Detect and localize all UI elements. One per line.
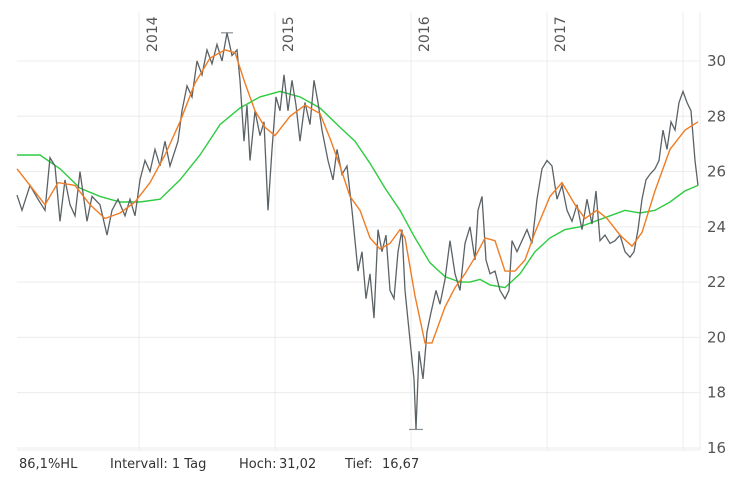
y-tick-label: 24: [707, 218, 726, 236]
high-label: Hoch:: [239, 457, 277, 472]
x-tick-label: 2017: [553, 16, 569, 52]
y-tick-label: 18: [707, 384, 726, 402]
y-tick-label: 28: [707, 107, 726, 125]
high-value: 31,02: [279, 457, 317, 472]
y-axis-labels: 16 18 20 22 24 26 28 30: [707, 52, 726, 455]
y-tick-label: 22: [707, 273, 726, 291]
grid-lines: [17, 12, 701, 451]
price-line: [16, 32, 699, 430]
x-axis-labels: 2014 2015 2016 2017: [145, 16, 569, 52]
price-chart: 2014 2015 2016 2017 16 18 20 22 24 26 28 30: [16, 12, 726, 455]
y-tick-label: 16: [707, 439, 726, 455]
moving-average-short-line: [16, 49, 699, 344]
low-label: Tief:: [345, 457, 373, 472]
y-tick-label: 26: [707, 163, 726, 181]
y-tick-label: 20: [707, 328, 726, 346]
y-tick-label: 30: [707, 52, 726, 70]
x-tick-label: 2015: [281, 16, 297, 52]
hl-ratio: 86,1%HL: [19, 457, 78, 472]
x-tick-label: 2016: [417, 16, 433, 52]
x-tick-label: 2014: [145, 16, 161, 52]
interval-label: Intervall: 1 Tag: [110, 457, 207, 472]
high-low-markers: [221, 32, 423, 431]
moving-average-long-line: [17, 90, 699, 289]
chart-footer: 86,1%HL Intervall: 1 Tag Hoch: 31,02 Tief: 16…: [19, 457, 419, 472]
low-value: 16,67: [382, 457, 420, 472]
